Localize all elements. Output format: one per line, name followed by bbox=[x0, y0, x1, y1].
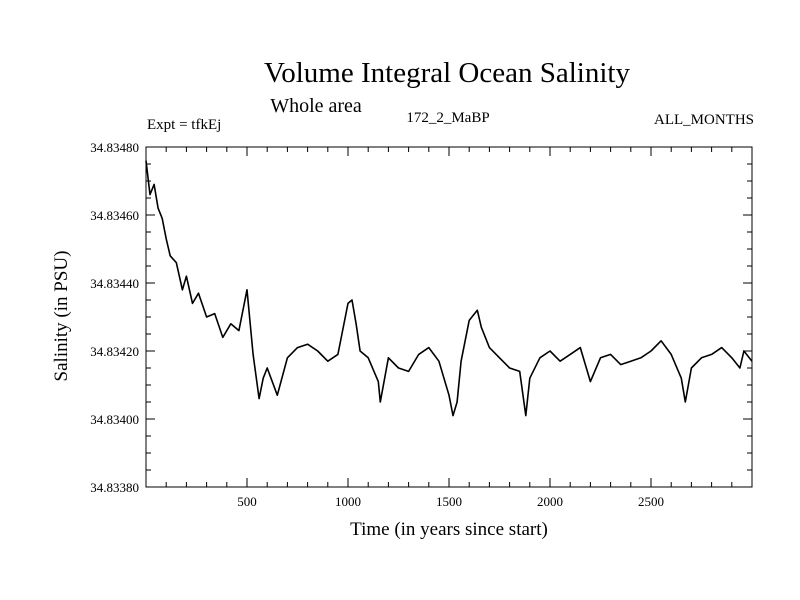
y-tick-label: 34.83460 bbox=[90, 208, 139, 223]
plot-area bbox=[145, 146, 753, 488]
x-tick-label: 2000 bbox=[537, 494, 563, 509]
x-tick-label: 1000 bbox=[335, 494, 361, 509]
x-tick-label: 500 bbox=[237, 494, 257, 509]
y-axis-label: Salinity (in PSU) bbox=[51, 251, 72, 382]
plot-frame bbox=[145, 146, 753, 488]
y-tick-label: 34.83380 bbox=[90, 480, 139, 495]
y-tick-label: 34.83420 bbox=[90, 344, 139, 359]
x-tick-label: 2500 bbox=[638, 494, 664, 509]
chart-subtitle: Whole area bbox=[270, 95, 362, 117]
x-axis-label: Time (in years since start) bbox=[350, 519, 548, 540]
y-tick-label: 34.83480 bbox=[90, 140, 139, 155]
run-label: 172_2_MaBP bbox=[406, 110, 489, 126]
axis-ticks bbox=[146, 147, 752, 487]
period-label: ALL_MONTHS bbox=[654, 112, 754, 128]
y-tick-label: 34.83440 bbox=[90, 276, 139, 291]
chart-title: Volume Integral Ocean Salinity bbox=[264, 57, 630, 89]
y-tick-label: 34.83400 bbox=[90, 412, 139, 427]
tick-labels: 500 1000 1500 2000 2500 34.83380 34.83400 34.83… bbox=[90, 140, 664, 509]
expt-label: Expt = tfkEj bbox=[147, 117, 221, 133]
x-tick-label: 1500 bbox=[436, 494, 462, 509]
series-line-0 bbox=[145, 160, 753, 417]
